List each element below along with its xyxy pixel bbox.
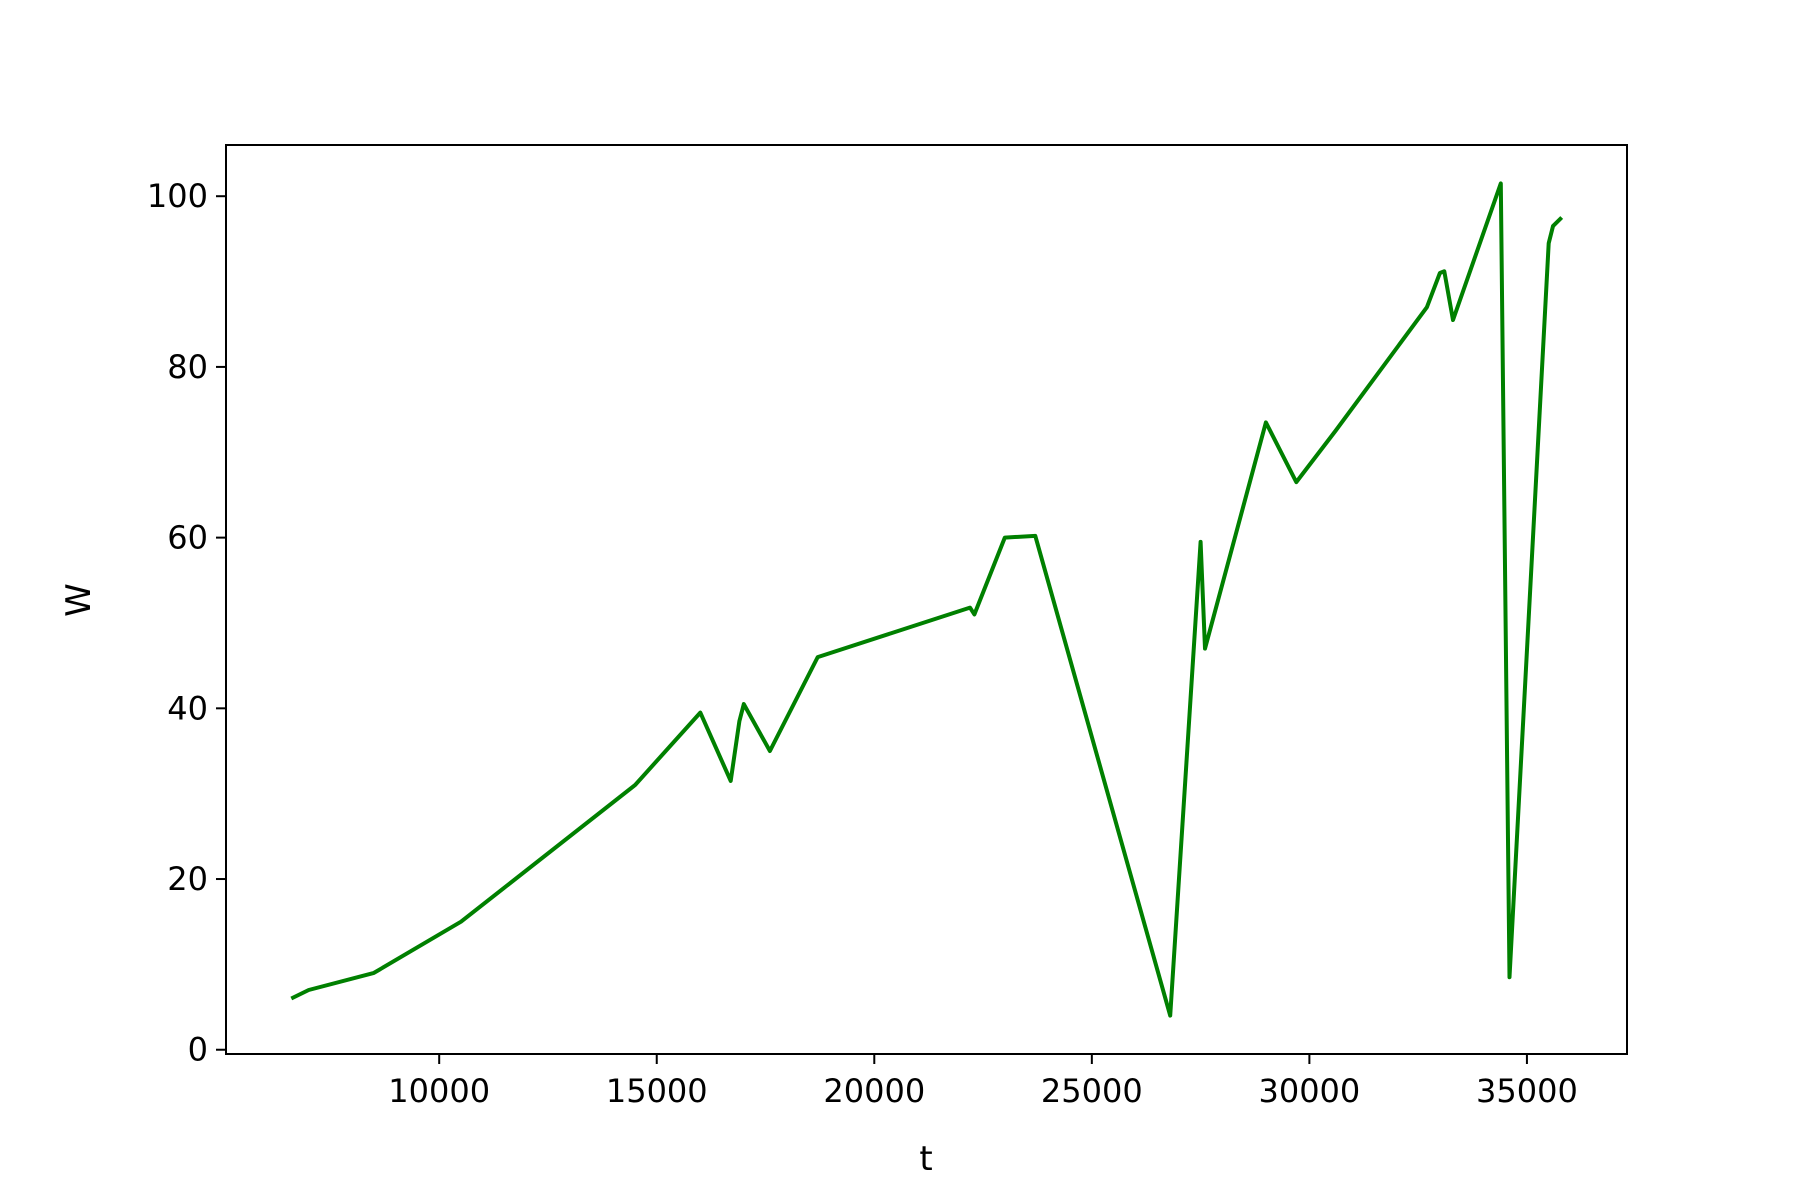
y-tick-label: 60 (167, 519, 208, 557)
plot-area (226, 145, 1627, 1054)
series-line-0 (290, 181, 1564, 1018)
y-tick-label: 40 (167, 689, 208, 727)
y-tick-label: 0 (188, 1031, 208, 1069)
x-axis-label: t (919, 1139, 932, 1179)
y-tick-label: 80 (167, 348, 208, 386)
x-tick-label: 20000 (823, 1072, 925, 1110)
y-tick-label: 20 (167, 860, 208, 898)
y-axis-label: W (59, 583, 99, 617)
x-tick-label: 15000 (606, 1072, 708, 1110)
y-tick-label: 100 (147, 177, 208, 215)
plot-frame (225, 144, 1628, 1055)
x-tick-label: 10000 (388, 1072, 490, 1110)
x-axis: 10000 15000 20000 25000 30000 35000 (388, 1054, 1578, 1110)
y-axis: 0 20 40 60 80 100 (147, 177, 226, 1069)
x-tick-label: 30000 (1258, 1072, 1360, 1110)
x-tick-label: 35000 (1476, 1072, 1578, 1110)
series-layer (290, 181, 1564, 1018)
x-tick-label: 25000 (1041, 1072, 1143, 1110)
